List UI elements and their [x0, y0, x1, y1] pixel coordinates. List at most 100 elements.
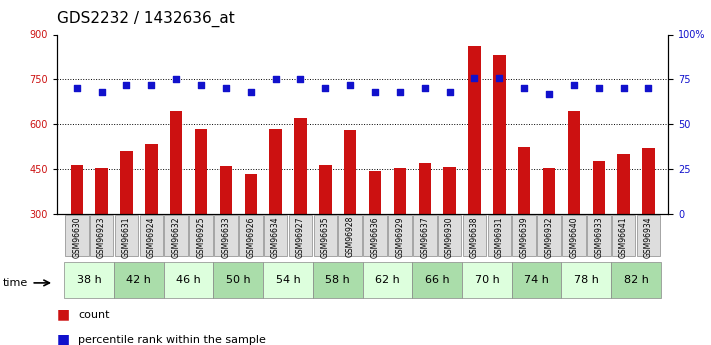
Point [593, 86, 604, 91]
FancyBboxPatch shape [263, 263, 313, 298]
Point [220, 86, 232, 91]
Text: GSM96924: GSM96924 [147, 216, 156, 258]
Point [643, 86, 654, 91]
Text: 70 h: 70 h [474, 275, 499, 285]
Text: 42 h: 42 h [127, 275, 151, 285]
Text: GDS2232 / 1432636_at: GDS2232 / 1432636_at [57, 10, 235, 27]
FancyBboxPatch shape [314, 215, 337, 256]
Text: 62 h: 62 h [375, 275, 400, 285]
FancyBboxPatch shape [412, 263, 462, 298]
Bar [493, 56, 506, 304]
Point [295, 77, 306, 82]
Text: 50 h: 50 h [226, 275, 251, 285]
FancyBboxPatch shape [90, 215, 114, 256]
FancyBboxPatch shape [65, 215, 89, 256]
Text: GSM96934: GSM96934 [644, 216, 653, 258]
FancyBboxPatch shape [513, 215, 536, 256]
FancyBboxPatch shape [587, 215, 611, 256]
Bar [518, 147, 530, 304]
Bar [344, 130, 356, 304]
Text: 74 h: 74 h [524, 275, 549, 285]
Text: GSM96926: GSM96926 [246, 216, 255, 258]
Point [518, 86, 530, 91]
FancyBboxPatch shape [338, 215, 362, 256]
FancyBboxPatch shape [139, 215, 163, 256]
Bar [145, 144, 158, 304]
Text: GSM96636: GSM96636 [370, 216, 380, 258]
Bar [70, 165, 83, 304]
Bar [220, 166, 232, 304]
Point [543, 91, 555, 97]
FancyBboxPatch shape [363, 263, 412, 298]
Point [171, 77, 182, 82]
Point [96, 89, 107, 95]
FancyBboxPatch shape [313, 263, 363, 298]
Point [369, 89, 380, 95]
FancyBboxPatch shape [289, 215, 312, 256]
Bar [195, 129, 208, 304]
FancyBboxPatch shape [562, 263, 611, 298]
FancyBboxPatch shape [64, 263, 114, 298]
Point [270, 77, 282, 82]
Text: GSM96930: GSM96930 [445, 216, 454, 258]
FancyBboxPatch shape [114, 215, 139, 256]
FancyBboxPatch shape [264, 215, 287, 256]
Bar [469, 47, 481, 304]
Text: GSM96933: GSM96933 [594, 216, 603, 258]
FancyBboxPatch shape [611, 215, 636, 256]
Bar [245, 174, 257, 304]
Text: GSM96929: GSM96929 [395, 216, 405, 258]
FancyBboxPatch shape [463, 215, 486, 256]
FancyBboxPatch shape [363, 215, 387, 256]
FancyBboxPatch shape [562, 215, 586, 256]
Text: 46 h: 46 h [176, 275, 201, 285]
Bar [617, 154, 630, 304]
Bar [369, 171, 381, 304]
Text: count: count [78, 310, 109, 320]
Bar [95, 168, 108, 304]
Text: GSM96635: GSM96635 [321, 216, 330, 258]
Point [618, 86, 629, 91]
Point [121, 82, 132, 88]
Bar [542, 168, 555, 304]
FancyBboxPatch shape [462, 263, 512, 298]
Text: GSM96630: GSM96630 [73, 216, 81, 258]
Text: GSM96634: GSM96634 [271, 216, 280, 258]
Text: 38 h: 38 h [77, 275, 102, 285]
FancyBboxPatch shape [611, 263, 661, 298]
Text: GSM96637: GSM96637 [420, 216, 429, 258]
Text: GSM96928: GSM96928 [346, 216, 355, 257]
Point [493, 75, 505, 80]
Point [394, 89, 405, 95]
Text: 54 h: 54 h [276, 275, 301, 285]
Bar [269, 129, 282, 304]
Bar [592, 161, 605, 304]
FancyBboxPatch shape [239, 215, 262, 256]
Bar [444, 167, 456, 304]
FancyBboxPatch shape [636, 215, 661, 256]
Text: GSM96640: GSM96640 [570, 216, 578, 258]
Text: percentile rank within the sample: percentile rank within the sample [78, 335, 266, 345]
Text: 58 h: 58 h [326, 275, 350, 285]
Text: GSM96932: GSM96932 [545, 216, 554, 258]
FancyBboxPatch shape [114, 263, 164, 298]
Point [419, 86, 430, 91]
Bar [394, 168, 406, 304]
Text: GSM96639: GSM96639 [520, 216, 529, 258]
Point [345, 82, 356, 88]
Point [444, 89, 455, 95]
Text: GSM96923: GSM96923 [97, 216, 106, 258]
FancyBboxPatch shape [189, 215, 213, 256]
Point [71, 86, 82, 91]
Point [320, 86, 331, 91]
Point [146, 82, 157, 88]
Text: GSM96927: GSM96927 [296, 216, 305, 258]
FancyBboxPatch shape [164, 215, 188, 256]
Text: GSM96925: GSM96925 [196, 216, 205, 258]
FancyBboxPatch shape [438, 215, 461, 256]
Point [196, 82, 207, 88]
FancyBboxPatch shape [213, 263, 263, 298]
Bar [642, 148, 655, 304]
Bar [170, 111, 183, 304]
FancyBboxPatch shape [538, 215, 561, 256]
